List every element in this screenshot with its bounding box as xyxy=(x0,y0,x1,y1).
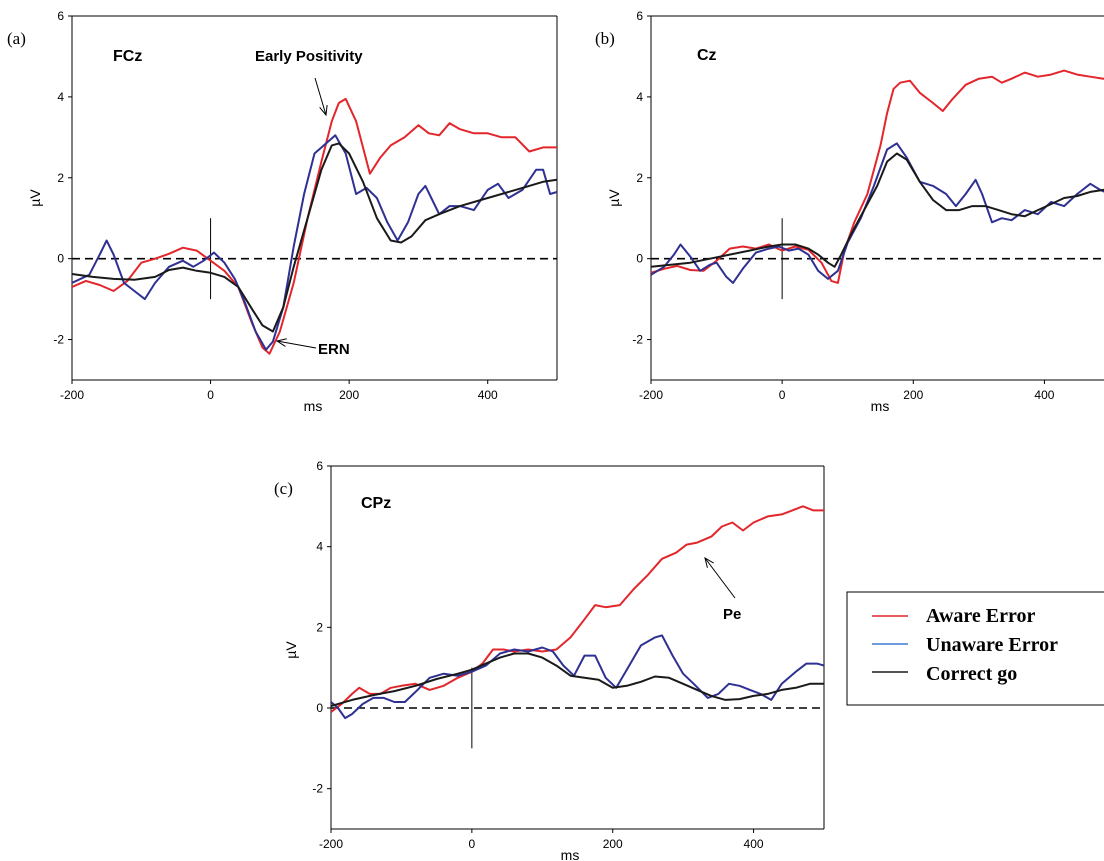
legend-label-unaware: Unaware Error xyxy=(926,634,1058,656)
series-line-correct xyxy=(651,152,1104,268)
legend-box xyxy=(846,591,1104,706)
y-axis-label: µV xyxy=(27,189,43,207)
y-tick-label: 2 xyxy=(636,171,643,185)
x-tick-label: 400 xyxy=(744,837,764,851)
legend-item-unaware: Unaware Error xyxy=(872,634,1058,656)
series-line-aware xyxy=(331,505,824,713)
y-tick-label: 4 xyxy=(316,540,323,554)
x-axis-label: ms xyxy=(561,847,580,861)
y-tick-label: 0 xyxy=(316,701,323,715)
annotation-ern: ERN xyxy=(318,341,350,358)
legend-item-correct: Correct go xyxy=(872,663,1017,685)
y-tick-label: 4 xyxy=(636,90,643,104)
legend-label-aware: Aware Error xyxy=(926,605,1036,627)
series-line-unaware xyxy=(72,134,557,351)
annotation-pe: Pe xyxy=(723,606,741,623)
legend: Aware Error Unaware Error Correct go xyxy=(846,591,1104,706)
panel-title: FCz xyxy=(113,48,142,65)
y-tick-label: 6 xyxy=(636,9,643,23)
panel-title: CPz xyxy=(361,495,391,512)
x-tick-label: -200 xyxy=(60,388,84,402)
annotation-arrowhead xyxy=(704,556,714,568)
panel-cpz: -2 0 2 4 6 -200 0 200 400 (c) CPz µV ms Pe xyxy=(274,459,825,861)
y-tick-label: 4 xyxy=(57,90,64,104)
annotation-arrow xyxy=(314,77,327,116)
y-tick-label: 2 xyxy=(316,620,323,634)
series-line-aware xyxy=(72,97,557,355)
y-tick-label: 6 xyxy=(57,9,64,23)
panel-letter: (b) xyxy=(595,29,615,48)
y-tick-label: 0 xyxy=(636,252,643,266)
x-tick-label: 200 xyxy=(903,388,923,402)
legend-item-aware: Aware Error xyxy=(872,605,1036,627)
x-tick-label: -200 xyxy=(319,837,343,851)
annotation-arrowhead xyxy=(275,338,287,347)
x-tick-label: 0 xyxy=(779,388,786,402)
series-line-unaware xyxy=(651,142,1104,284)
x-tick-label: 0 xyxy=(207,388,214,402)
y-tick-label: -2 xyxy=(53,333,64,347)
x-axis-label: ms xyxy=(871,398,890,414)
x-tick-label: 200 xyxy=(339,388,359,402)
legend-label-correct: Correct go xyxy=(926,663,1017,685)
annotation-arrow xyxy=(704,557,736,599)
annotation-arrowhead xyxy=(319,105,328,117)
y-axis-label: µV xyxy=(606,189,622,207)
panel-letter: (a) xyxy=(7,29,26,48)
series-line-correct xyxy=(331,652,824,707)
annotation-arrow xyxy=(276,340,317,349)
y-tick-label: 2 xyxy=(57,171,64,185)
annotation-early-positivity: Early Positivity xyxy=(255,48,363,65)
series-line-aware xyxy=(651,69,1104,284)
y-tick-label: 0 xyxy=(57,252,64,266)
series-line-correct xyxy=(72,142,557,333)
panel-cz: -2 0 2 4 6 -200 0 200 400 (b) Cz µV ms xyxy=(595,9,1104,414)
y-tick-label: -2 xyxy=(312,782,323,796)
x-axis-label: ms xyxy=(304,398,323,414)
y-tick-label: -2 xyxy=(632,333,643,347)
x-tick-label: 200 xyxy=(603,837,623,851)
x-tick-label: 400 xyxy=(1034,388,1054,402)
panel-letter: (c) xyxy=(274,479,293,498)
y-axis-label: µV xyxy=(283,641,299,659)
series-line-unaware xyxy=(331,634,824,720)
panel-title: Cz xyxy=(697,47,717,64)
panel-fcz: -2 0 2 4 6 -200 0 200 400 (a) FCz µV ms Early Positiv… xyxy=(7,9,558,414)
y-tick-label: 6 xyxy=(316,459,323,473)
x-tick-label: 400 xyxy=(478,388,498,402)
x-tick-label: -200 xyxy=(639,388,663,402)
x-tick-label: 0 xyxy=(469,837,476,851)
